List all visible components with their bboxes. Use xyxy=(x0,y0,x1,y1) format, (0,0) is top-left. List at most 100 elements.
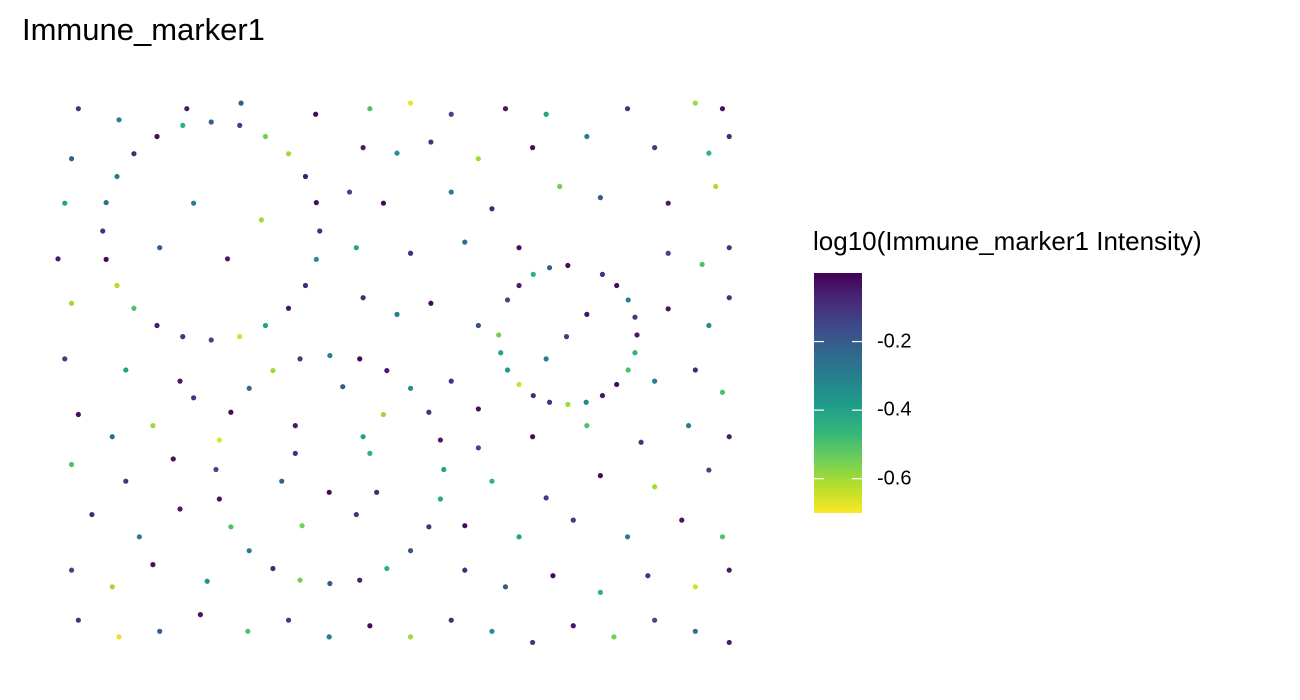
data-point xyxy=(407,385,414,391)
data-point xyxy=(177,506,183,512)
data-point xyxy=(208,337,214,343)
data-point xyxy=(68,156,75,162)
data-point xyxy=(353,511,359,518)
data-point xyxy=(504,297,511,303)
data-point xyxy=(123,478,129,484)
data-point xyxy=(360,295,366,301)
data-point xyxy=(270,565,276,572)
data-point xyxy=(237,122,243,128)
data-point xyxy=(625,297,631,303)
data-point xyxy=(597,195,604,201)
data-point xyxy=(131,151,137,157)
data-point xyxy=(68,567,75,573)
data-point xyxy=(228,524,234,530)
data-point xyxy=(270,367,276,374)
data-point xyxy=(367,106,373,112)
data-point xyxy=(692,100,698,106)
data-point xyxy=(550,573,556,579)
data-point xyxy=(75,106,81,112)
data-point xyxy=(114,173,120,180)
data-point xyxy=(624,534,631,540)
data-point xyxy=(599,392,606,399)
data-point xyxy=(154,322,160,329)
data-point xyxy=(546,265,553,271)
data-point xyxy=(475,156,481,162)
data-point xyxy=(131,305,137,311)
data-point xyxy=(279,478,285,484)
data-point xyxy=(665,306,671,312)
data-point xyxy=(516,381,522,388)
data-point xyxy=(326,489,332,495)
data-point xyxy=(407,548,414,554)
data-point xyxy=(224,256,231,262)
data-point xyxy=(706,150,712,156)
data-point xyxy=(116,634,122,640)
data-point xyxy=(55,256,61,262)
data-point xyxy=(489,478,495,484)
data-point xyxy=(285,151,292,157)
data-point xyxy=(597,589,604,596)
colorbar-tick-label: -0.4 xyxy=(877,398,912,421)
data-point xyxy=(498,350,504,356)
data-point xyxy=(448,378,454,384)
data-point xyxy=(407,634,414,640)
data-point xyxy=(462,239,468,245)
data-point xyxy=(313,111,319,117)
data-point xyxy=(357,356,363,362)
data-point xyxy=(448,111,454,117)
data-point xyxy=(150,423,156,429)
data-point xyxy=(157,628,163,634)
data-point xyxy=(170,456,176,462)
data-point xyxy=(180,334,186,340)
data-point xyxy=(262,322,269,329)
data-point xyxy=(652,617,658,623)
data-point xyxy=(346,189,353,195)
data-point xyxy=(384,367,390,374)
data-point xyxy=(228,409,234,415)
data-point xyxy=(584,311,590,317)
data-point xyxy=(62,200,68,206)
data-point xyxy=(530,145,536,151)
data-point xyxy=(428,139,434,145)
data-point xyxy=(645,573,651,579)
data-point xyxy=(726,639,732,646)
data-point xyxy=(692,628,698,634)
data-point xyxy=(726,295,732,301)
chart-title: Immune_marker1 xyxy=(22,12,265,47)
data-point xyxy=(374,489,380,495)
data-point xyxy=(136,534,142,540)
data-point xyxy=(384,565,390,572)
data-point xyxy=(313,200,319,206)
data-point xyxy=(584,423,590,429)
data-point xyxy=(692,584,698,590)
data-point xyxy=(726,567,732,573)
data-point xyxy=(297,577,303,583)
data-point xyxy=(638,439,644,445)
data-point xyxy=(68,461,75,468)
data-point xyxy=(516,282,522,289)
data-point xyxy=(557,183,563,190)
data-point xyxy=(614,282,620,289)
data-point xyxy=(719,534,726,540)
data-point xyxy=(123,367,129,373)
data-point xyxy=(530,392,536,399)
data-point xyxy=(360,434,366,440)
data-point xyxy=(543,495,549,501)
data-point xyxy=(437,437,443,443)
data-point xyxy=(665,250,671,256)
data-point xyxy=(441,466,447,473)
data-point xyxy=(114,282,120,289)
data-point xyxy=(292,423,298,429)
data-point xyxy=(685,423,692,429)
data-point xyxy=(299,523,305,529)
data-point xyxy=(100,228,106,234)
data-point xyxy=(116,117,122,123)
data-point xyxy=(570,623,576,629)
data-point xyxy=(726,133,732,140)
data-point xyxy=(624,106,631,112)
data-point xyxy=(475,445,481,451)
data-point xyxy=(614,381,620,388)
points-layer xyxy=(55,100,732,646)
data-point xyxy=(584,133,590,140)
data-point xyxy=(632,350,638,356)
